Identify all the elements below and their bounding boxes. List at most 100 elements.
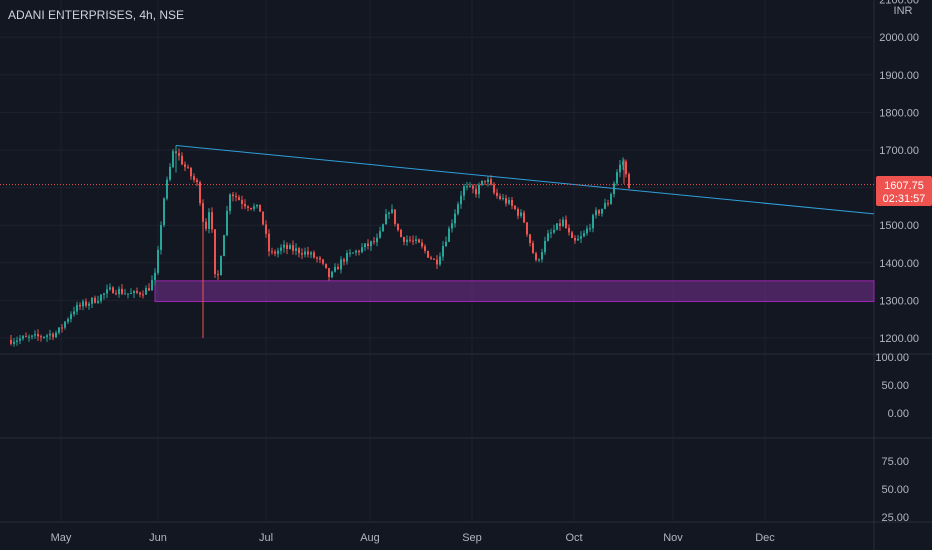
candle-body — [472, 185, 474, 189]
candle-body — [460, 195, 462, 205]
candle-body — [493, 184, 495, 193]
candle-body — [409, 239, 411, 241]
candle-body — [343, 259, 345, 262]
time-tick: Dec — [755, 532, 775, 544]
candle-body — [358, 250, 360, 253]
candle-body — [34, 334, 36, 336]
time-axis[interactable]: May Jun Jul Aug Sep Oct Nov Dec — [51, 532, 776, 544]
candle-body — [13, 341, 15, 344]
candle-body — [349, 252, 351, 254]
candle-body — [337, 266, 339, 270]
candle-body — [301, 253, 303, 255]
time-tick: Jul — [259, 532, 273, 544]
candle-body — [109, 287, 111, 290]
candle-body — [604, 203, 606, 209]
candle-body — [595, 210, 597, 216]
candle-body — [106, 289, 108, 294]
indicator-axes: 100.00 50.00 0.00 75.00 50.00 25.00 — [875, 352, 909, 524]
candle-body — [19, 338, 21, 341]
candle-body — [136, 291, 138, 293]
candle-body — [580, 236, 582, 239]
candle-body — [388, 212, 390, 214]
price-axis[interactable]: INR 2100.00 2000.00 1900.00 1800.00 1700.00 1… — [879, 0, 919, 345]
indicator-tick: 50.00 — [881, 380, 909, 392]
candle-body — [574, 238, 576, 241]
candle-body — [286, 244, 288, 250]
candle-body — [223, 235, 225, 257]
countdown-timer: 02:31:57 — [883, 193, 926, 205]
support-zone[interactable] — [154, 280, 875, 303]
candle-body — [361, 247, 363, 253]
price-tick: 1300.00 — [879, 295, 919, 307]
candle-body — [304, 251, 306, 255]
candle-body — [313, 252, 315, 258]
time-tick: Oct — [565, 532, 582, 544]
price-tick: 2000.00 — [879, 32, 919, 44]
candle-body — [58, 327, 60, 333]
candle-body — [253, 206, 255, 209]
candle-body — [142, 294, 144, 296]
candle-body — [583, 233, 585, 237]
candle-body — [46, 335, 48, 337]
candle-body — [154, 272, 156, 281]
candle-body — [61, 327, 63, 329]
candle-body — [334, 266, 336, 272]
candle-body — [367, 243, 369, 247]
candle-body — [289, 245, 291, 250]
candle-body — [364, 243, 366, 248]
candle-body — [115, 293, 117, 295]
candle-body — [412, 240, 414, 242]
candle-body — [22, 336, 24, 339]
trend-line[interactable] — [175, 144, 875, 215]
candle-body — [196, 179, 198, 183]
candle-body — [28, 336, 30, 338]
candle-body — [292, 245, 294, 251]
candle-body — [442, 246, 444, 257]
price-tick: 1700.00 — [879, 145, 919, 157]
candle-body — [244, 204, 246, 207]
candle-body — [181, 155, 183, 165]
candle-body — [112, 287, 114, 294]
candle-body — [283, 244, 285, 248]
candle-body — [625, 161, 627, 175]
candle-body — [127, 293, 129, 295]
candle-body — [424, 246, 426, 251]
candle-body — [76, 304, 78, 312]
candle-body — [88, 303, 90, 306]
candle-body — [103, 293, 105, 295]
candle-body — [400, 229, 402, 238]
candle-body — [64, 321, 66, 328]
candle-body — [163, 198, 165, 226]
candle-body — [532, 243, 534, 254]
candle-body — [352, 252, 354, 254]
candle-body — [517, 209, 519, 216]
candle-body — [268, 233, 270, 252]
candle-body — [628, 174, 630, 189]
candle-body — [559, 223, 561, 227]
candle-body — [370, 241, 372, 247]
candle-body — [466, 186, 468, 188]
candle-body — [247, 206, 249, 208]
candle-body — [529, 234, 531, 244]
indicator-tick: 50.00 — [881, 484, 909, 496]
candle-body — [151, 280, 153, 291]
candle-body — [607, 203, 609, 205]
candle-body — [508, 200, 510, 204]
candle-body — [310, 252, 312, 255]
candle-body — [16, 340, 18, 342]
candle-body — [232, 194, 234, 197]
candle-body — [547, 233, 549, 241]
last-price-value: 1607.75 — [884, 180, 924, 192]
candle-body — [445, 241, 447, 247]
candle-body — [436, 259, 438, 265]
candle-body — [454, 213, 456, 224]
candle-body — [25, 336, 27, 338]
candle-body — [199, 182, 201, 204]
candle-body — [328, 268, 330, 278]
candle-body — [475, 188, 477, 195]
candle-body — [523, 212, 525, 223]
candle-body — [31, 335, 33, 337]
time-tick: May — [51, 532, 72, 544]
candle-body — [448, 228, 450, 242]
